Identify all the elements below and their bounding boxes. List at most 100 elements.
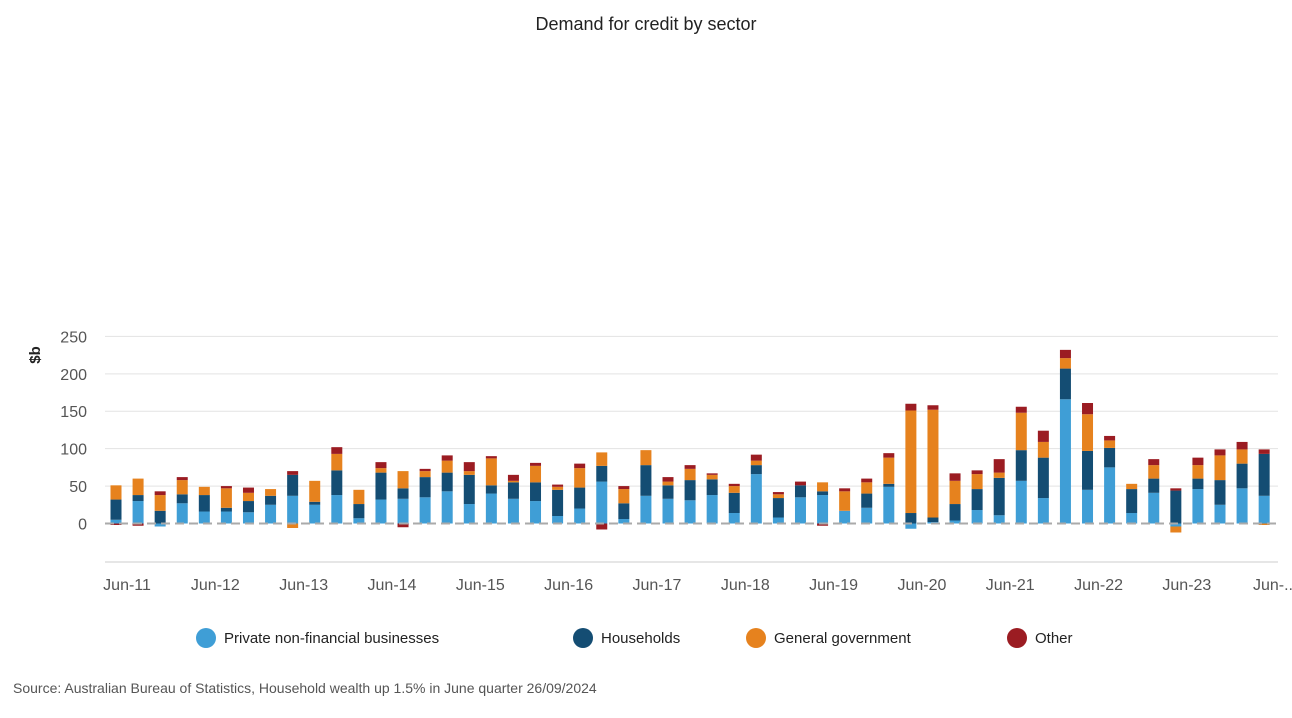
bar-segment[interactable] xyxy=(176,480,188,495)
bar-segment[interactable] xyxy=(618,503,630,520)
bar-segment[interactable] xyxy=(463,474,475,505)
bar-segment[interactable] xyxy=(596,465,608,482)
bar-segment[interactable] xyxy=(507,474,519,481)
bar-segment[interactable] xyxy=(220,488,232,508)
bar-segment[interactable] xyxy=(1214,449,1226,456)
bar-segment[interactable] xyxy=(331,453,343,471)
bar-segment[interactable] xyxy=(618,486,630,490)
bar-segment[interactable] xyxy=(1037,430,1049,442)
bar-segment[interactable] xyxy=(441,455,453,461)
bar-segment[interactable] xyxy=(662,477,674,482)
bar-segment[interactable] xyxy=(1258,453,1270,496)
bar-segment[interactable] xyxy=(220,507,232,512)
bar-segment[interactable] xyxy=(662,485,674,499)
bar-segment[interactable] xyxy=(706,479,718,496)
bar-segment[interactable] xyxy=(154,491,166,496)
bar-segment[interactable] xyxy=(419,477,431,498)
bar-segment[interactable] xyxy=(640,465,652,496)
bar-segment[interactable] xyxy=(441,460,453,473)
bar-segment[interactable] xyxy=(750,474,762,524)
bar-segment[interactable] xyxy=(485,485,497,494)
bar-segment[interactable] xyxy=(1258,449,1270,454)
bar-segment[interactable] xyxy=(331,470,343,496)
bar-segment[interactable] xyxy=(441,491,453,524)
bar-segment[interactable] xyxy=(772,494,784,499)
bar-segment[interactable] xyxy=(552,486,564,490)
bar-segment[interactable] xyxy=(1082,414,1094,451)
bar-segment[interactable] xyxy=(706,473,718,475)
bar-segment[interactable] xyxy=(684,500,696,524)
bar-segment[interactable] xyxy=(1258,523,1270,525)
bar-segment[interactable] xyxy=(110,519,122,524)
bar-segment[interactable] xyxy=(331,447,343,454)
bar-segment[interactable] xyxy=(883,453,895,458)
bar-segment[interactable] xyxy=(574,508,586,524)
bar-segment[interactable] xyxy=(176,477,188,481)
bar-segment[interactable] xyxy=(618,489,630,504)
bar-segment[interactable] xyxy=(1126,483,1138,490)
bar-segment[interactable] xyxy=(331,495,343,524)
bar-segment[interactable] xyxy=(1082,403,1094,415)
bar-segment[interactable] xyxy=(706,474,718,480)
bar-segment[interactable] xyxy=(132,478,144,496)
bar-segment[interactable] xyxy=(861,482,873,494)
bar-segment[interactable] xyxy=(706,495,718,524)
bar-segment[interactable] xyxy=(287,523,299,528)
bar-segment[interactable] xyxy=(1015,450,1027,481)
bar-segment[interactable] xyxy=(154,510,166,524)
bar-segment[interactable] xyxy=(1236,449,1248,464)
bar-segment[interactable] xyxy=(839,488,851,492)
bar-segment[interactable] xyxy=(949,504,961,521)
bar-segment[interactable] xyxy=(265,489,277,496)
bar-segment[interactable] xyxy=(993,515,1005,524)
bar-segment[interactable] xyxy=(242,501,254,513)
bar-segment[interactable] xyxy=(1192,457,1204,466)
bar-segment[interactable] xyxy=(397,523,409,528)
bar-segment[interactable] xyxy=(485,456,497,459)
bar-segment[interactable] xyxy=(198,495,210,512)
bar-segment[interactable] xyxy=(287,474,299,496)
bar-segment[interactable] xyxy=(1037,441,1049,458)
bar-segment[interactable] xyxy=(507,480,519,483)
bar-segment[interactable] xyxy=(132,495,144,502)
bar-segment[interactable] xyxy=(375,462,387,469)
legend-item-households[interactable]: Households xyxy=(573,628,680,648)
bar-segment[interactable] xyxy=(110,485,122,500)
bar-segment[interactable] xyxy=(485,493,497,524)
bar-segment[interactable] xyxy=(596,452,608,466)
bar-segment[interactable] xyxy=(1059,349,1071,359)
bar-segment[interactable] xyxy=(1170,488,1182,491)
bar-segment[interactable] xyxy=(397,498,409,524)
bar-segment[interactable] xyxy=(1214,455,1226,481)
bar-segment[interactable] xyxy=(463,462,475,472)
bar-segment[interactable] xyxy=(794,481,806,486)
bar-segment[interactable] xyxy=(1015,480,1027,524)
bar-segment[interactable] xyxy=(353,504,365,519)
bar-segment[interactable] xyxy=(1148,465,1160,479)
bar-segment[interactable] xyxy=(1082,450,1094,490)
bar-segment[interactable] xyxy=(640,495,652,524)
bar-segment[interactable] xyxy=(839,491,851,511)
bar-segment[interactable] xyxy=(1148,492,1160,524)
bar-segment[interactable] xyxy=(750,460,762,466)
bar-segment[interactable] xyxy=(530,462,542,466)
bar-segment[interactable] xyxy=(375,499,387,524)
bar-segment[interactable] xyxy=(176,503,188,524)
bar-segment[interactable] xyxy=(1236,441,1248,450)
bar-segment[interactable] xyxy=(1104,435,1116,441)
bar-segment[interactable] xyxy=(684,465,696,469)
bar-segment[interactable] xyxy=(1236,463,1248,489)
bar-segment[interactable] xyxy=(1148,478,1160,493)
bar-segment[interactable] xyxy=(287,495,299,524)
bar-segment[interactable] xyxy=(750,454,762,461)
bar-segment[interactable] xyxy=(552,516,564,524)
bar-segment[interactable] xyxy=(883,457,895,484)
bar-segment[interactable] xyxy=(198,511,210,524)
bar-segment[interactable] xyxy=(287,471,299,475)
bar-segment[interactable] xyxy=(1037,498,1049,524)
bar-segment[interactable] xyxy=(574,463,586,469)
bar-segment[interactable] xyxy=(309,501,321,505)
bar-segment[interactable] xyxy=(905,523,917,529)
bar-segment[interactable] xyxy=(397,488,409,499)
bar-segment[interactable] xyxy=(640,450,652,466)
